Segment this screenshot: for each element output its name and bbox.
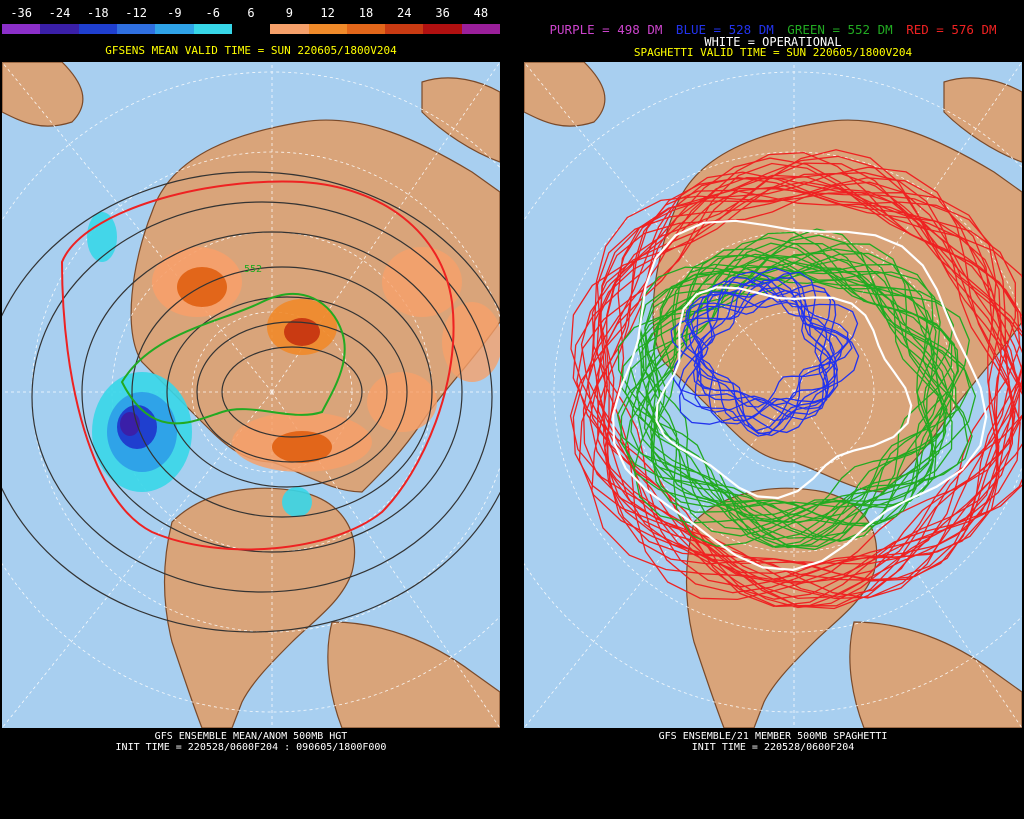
colorbar-labels: -36 -24 -18 -12 -9 -6 6 9 12 18 24 36 48	[2, 6, 500, 20]
mean-map-svg: 552	[2, 62, 500, 728]
colorbar-label: 9	[285, 6, 293, 20]
legend-purple: PURPLE = 498 DM	[549, 22, 663, 37]
spaghetti-line	[591, 155, 1022, 600]
colorbar-swatch	[193, 24, 232, 34]
operational-legend: WHITE = OPERATIONAL	[704, 35, 842, 49]
colorbar-label: -24	[48, 6, 71, 20]
mean-footer-init: INIT TIME = 220528/0600F204 : 090605/180…	[115, 742, 387, 753]
colorbar-label: -18	[86, 6, 109, 20]
spaghetti-line	[697, 276, 839, 432]
colorbar-label: -9	[167, 6, 182, 20]
colorbar-swatch	[461, 24, 501, 34]
spaghetti-line	[637, 253, 969, 541]
colorbar-label: 36	[435, 6, 450, 20]
spaghetti-line	[582, 177, 1022, 607]
spaghetti-line	[572, 166, 1016, 610]
colorbar-swatch	[270, 24, 309, 34]
spaghetti-line	[617, 252, 959, 524]
spaghetti-footer-init: INIT TIME = 220528/0600F204	[691, 742, 855, 753]
colorbar-swatch	[78, 24, 117, 34]
ensemble-mean-panel: -36 -24 -18 -12 -9 -6 6 9 12 18 24 36 48…	[0, 0, 502, 819]
spaghetti-line	[616, 264, 973, 524]
land-masses	[524, 62, 1022, 728]
colorbar-swatch	[385, 24, 424, 34]
spaghetti-operational	[611, 219, 988, 572]
spaghetti-line	[591, 181, 1021, 565]
spaghetti-528-members	[670, 267, 860, 437]
colorbar-swatch	[2, 24, 41, 34]
spaghetti-line	[596, 187, 1022, 580]
spaghetti-line	[604, 191, 1021, 600]
spaghetti-line	[650, 268, 952, 539]
colorbar-label: -12	[125, 6, 147, 20]
spaghetti-line	[576, 174, 1002, 574]
legend-green: GREEN = 552 DM	[787, 22, 893, 37]
colorbar-swatch	[231, 24, 271, 34]
anomaly-fills	[87, 212, 500, 517]
spaghetti-line	[578, 172, 1021, 609]
colorbar-swatch	[40, 24, 79, 34]
spaghetti-panel: PURPLE = 498 DM BLUE = 528 DM GREEN = 55…	[522, 0, 1024, 819]
panel-divider	[502, 0, 522, 819]
spaghetti-line	[630, 252, 957, 547]
anomaly-colorbar	[2, 24, 501, 34]
mean-anomaly-map: 552	[2, 62, 500, 728]
spaghetti-map	[524, 62, 1022, 728]
spaghetti-line	[699, 279, 829, 421]
colorbar-swatch	[155, 24, 194, 34]
spaghetti-line	[620, 243, 947, 551]
spaghetti-line	[672, 271, 836, 437]
spaghetti-line	[655, 286, 913, 500]
spaghetti-line	[629, 236, 970, 537]
spaghetti-line	[589, 176, 1022, 600]
spaghetti-line	[678, 277, 839, 437]
mean-valid-time: GFSENS MEAN VALID TIME = SUN 220605/1800…	[105, 44, 397, 57]
colorbar-label: 6	[247, 6, 255, 20]
spaghetti-valid-time: SPAGHETTI VALID TIME = SUN 220605/1800V2…	[633, 46, 913, 59]
spaghetti-line	[606, 149, 1010, 599]
colorbar-label: 48	[473, 6, 489, 20]
mean-footer-title: GFS ENSEMBLE MEAN/ANOM 500MB HGT	[154, 731, 348, 742]
colorbar-swatch	[308, 24, 347, 34]
colorbar-label: 12	[320, 6, 335, 20]
spaghetti-line	[580, 157, 1022, 594]
colorbar-label: -36	[10, 6, 32, 20]
spaghetti-line	[684, 296, 853, 406]
colorbar-label: -6	[205, 6, 220, 20]
spaghetti-576-members	[569, 149, 1022, 610]
colorbar-swatch	[346, 24, 386, 34]
colorbar-swatch	[116, 24, 156, 34]
spaghetti-line	[670, 286, 849, 415]
contour-576	[60, 180, 455, 551]
spaghetti-line	[652, 228, 941, 542]
legend-blue: BLUE = 528 DM	[675, 22, 774, 37]
spaghetti-line	[678, 267, 860, 434]
spaghetti-footer-title: GFS ENSEMBLE/21 MEMBER 500MB SPAGHETTI	[658, 731, 888, 742]
spaghetti-line	[611, 219, 988, 572]
legend-red: RED = 576 DM	[906, 22, 997, 37]
spaghetti-line	[569, 187, 1022, 584]
colorbar-swatch	[423, 24, 462, 34]
colorbar-label: 18	[358, 6, 374, 20]
colorbar-label: 24	[397, 6, 412, 20]
spaghetti-line	[570, 172, 1022, 582]
contour-label-552: 552	[244, 264, 262, 275]
contour-552	[120, 292, 346, 425]
spaghetti-map-svg	[524, 62, 1022, 728]
spaghetti-line	[596, 151, 1022, 601]
height-contours	[2, 171, 500, 633]
spaghetti-legend: PURPLE = 498 DM BLUE = 528 DM GREEN = 55…	[522, 22, 1024, 37]
